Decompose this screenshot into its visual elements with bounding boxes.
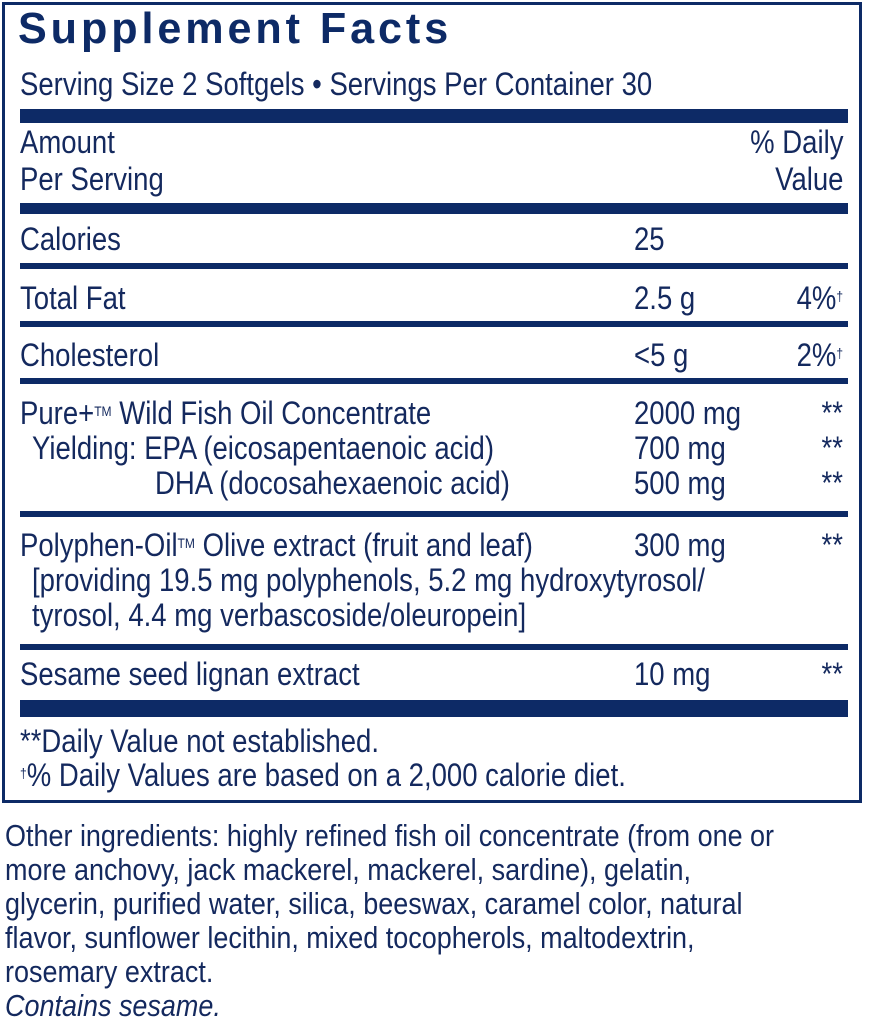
row-dv-sesame: **	[821, 656, 843, 692]
row-dv-total-fat: 4%†	[796, 280, 843, 316]
row-amount-calories: 25	[634, 221, 665, 257]
divider-thick	[20, 700, 848, 717]
divider	[20, 378, 848, 384]
row-amount-total-fat: 2.5 g	[634, 280, 696, 316]
other-ingredients-line: more anchovy, jack mackerel, mackerel, s…	[5, 852, 692, 887]
footnote-dv-basis: †% Daily Values are based on a 2,000 cal…	[20, 757, 626, 793]
footnote-dv-not-established: **Daily Value not established.	[20, 723, 379, 759]
row-name-cholesterol: Cholesterol	[20, 337, 160, 373]
divider	[20, 511, 848, 517]
row-amount-cholesterol: <5 g	[634, 337, 689, 373]
header-value: Value	[774, 161, 843, 197]
header-daily: % Daily	[749, 124, 843, 160]
divider-thick	[20, 109, 848, 123]
other-ingredients-line: glycerin, purified water, silica, beeswa…	[5, 886, 743, 921]
row-name-total-fat: Total Fat	[20, 280, 126, 316]
row-name-fish-oil: Pure+TM Wild Fish Oil Concentrate	[20, 395, 432, 431]
row-amount-dha: 500 mg	[634, 465, 726, 501]
row-amount-olive-extract: 300 mg	[634, 527, 726, 563]
row-name-olive-extract: Polyphen-OilTM Olive extract (fruit and …	[20, 527, 533, 563]
row-dv-dha: **	[821, 465, 843, 501]
other-ingredients-line: rosemary extract.	[5, 954, 214, 989]
divider	[20, 263, 848, 269]
row-name-calories: Calories	[20, 221, 121, 257]
other-ingredients-line: flavor, sunflower lecithin, mixed tocoph…	[5, 920, 695, 955]
row-name-sesame: Sesame seed lignan extract	[20, 656, 360, 692]
row-dv-olive-extract: **	[821, 527, 843, 563]
row-dv-epa: **	[821, 430, 843, 466]
row-name-dha: DHA (docosahexaenoic acid)	[155, 465, 510, 501]
row-name-epa: Yielding: EPA (eicosapentaenoic acid)	[32, 430, 495, 466]
row-dv-cholesterol: 2%†	[796, 337, 843, 373]
serving-info: Serving Size 2 Softgels • Servings Per C…	[20, 66, 653, 102]
row-amount-epa: 700 mg	[634, 430, 726, 466]
supplement-facts-panel	[2, 2, 862, 803]
olive-extract-detail: tyrosol, 4.4 mg verbascoside/oleuropein]	[32, 597, 527, 633]
olive-extract-detail: [providing 19.5 mg polyphenols, 5.2 mg h…	[32, 562, 706, 598]
header-per-serving: Per Serving	[20, 161, 164, 197]
row-amount-fish-oil: 2000 mg	[634, 395, 742, 431]
allergen-statement: Contains sesame.	[5, 988, 221, 1023]
row-amount-sesame: 10 mg	[634, 656, 711, 692]
divider-thick	[20, 203, 848, 214]
other-ingredients-line: Other ingredients: highly refined fish o…	[5, 818, 775, 853]
divider	[20, 321, 848, 327]
row-dv-fish-oil: **	[821, 395, 843, 431]
header-amount: Amount	[20, 124, 115, 160]
divider	[20, 644, 848, 650]
panel-title: Supplement Facts	[18, 4, 453, 53]
